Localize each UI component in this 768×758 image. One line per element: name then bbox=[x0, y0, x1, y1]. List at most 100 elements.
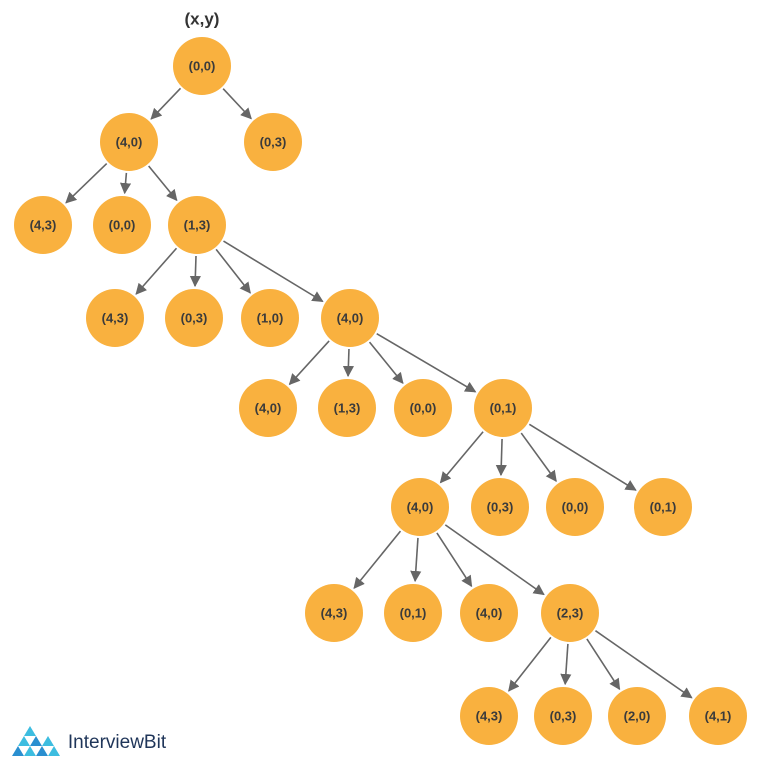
node: (0,3) bbox=[244, 113, 302, 171]
node-label: (0,3) bbox=[487, 499, 514, 514]
node-label: (4,1) bbox=[705, 708, 732, 723]
edge bbox=[148, 165, 178, 202]
edge bbox=[594, 630, 693, 699]
node-circle bbox=[305, 584, 363, 642]
node-label: (4,0) bbox=[255, 400, 282, 415]
node-circle bbox=[394, 379, 452, 437]
node-label: (4,3) bbox=[321, 605, 348, 620]
node-label: (0,1) bbox=[400, 605, 427, 620]
node: (4,0) bbox=[321, 289, 379, 347]
node-circle bbox=[173, 37, 231, 95]
node: (0,3) bbox=[165, 289, 223, 347]
node: (4,0) bbox=[391, 478, 449, 536]
edge bbox=[436, 532, 473, 588]
node-label: (2,0) bbox=[624, 708, 651, 723]
node-circle bbox=[168, 196, 226, 254]
edges bbox=[65, 87, 693, 699]
node: (4,3) bbox=[14, 196, 72, 254]
edge bbox=[368, 341, 404, 385]
edge bbox=[65, 162, 108, 204]
node-label: (4,3) bbox=[102, 310, 129, 325]
node-label: (0,3) bbox=[181, 310, 208, 325]
node: (0,3) bbox=[471, 478, 529, 536]
node: (0,0) bbox=[546, 478, 604, 536]
node-label: (4,0) bbox=[407, 499, 434, 514]
node: (4,0) bbox=[239, 379, 297, 437]
edge bbox=[223, 240, 324, 303]
edge bbox=[288, 340, 330, 386]
node-label: (4,0) bbox=[476, 605, 503, 620]
node: (0,3) bbox=[534, 687, 592, 745]
node-circle bbox=[471, 478, 529, 536]
node-label: (0,0) bbox=[562, 499, 589, 514]
logo-text: InterviewBit bbox=[68, 732, 167, 753]
node-label: (0,3) bbox=[550, 708, 577, 723]
edge bbox=[353, 530, 402, 590]
node-label: (0,3) bbox=[260, 134, 287, 149]
edge bbox=[444, 524, 545, 596]
node: (2,0) bbox=[608, 687, 666, 745]
node: (4,1) bbox=[689, 687, 747, 745]
node-circle bbox=[689, 687, 747, 745]
node-circle bbox=[534, 687, 592, 745]
node-circle bbox=[634, 478, 692, 536]
logo: InterviewBit bbox=[12, 726, 167, 756]
node: (2,3) bbox=[541, 584, 599, 642]
node: (4,0) bbox=[460, 584, 518, 642]
node-circle bbox=[460, 687, 518, 745]
nodes: (0,0) (4,0) (0,3) (4,3) (0,0) (1,3) (4,3) (0,3)… bbox=[14, 37, 747, 745]
node-circle bbox=[165, 289, 223, 347]
node: (1,3) bbox=[318, 379, 376, 437]
node-circle bbox=[474, 379, 532, 437]
node: (0,1) bbox=[384, 584, 442, 642]
node-circle bbox=[384, 584, 442, 642]
edge bbox=[342, 348, 354, 378]
node-label: (0,1) bbox=[650, 499, 677, 514]
node-label: (4,0) bbox=[337, 310, 364, 325]
node: (4,3) bbox=[86, 289, 144, 347]
node-label: (4,3) bbox=[476, 708, 503, 723]
node-label: (1,3) bbox=[184, 217, 211, 232]
node-circle bbox=[391, 478, 449, 536]
node-label: (0,0) bbox=[109, 217, 136, 232]
node-circle bbox=[460, 584, 518, 642]
node-circle bbox=[321, 289, 379, 347]
node-label: (1,0) bbox=[257, 310, 284, 325]
node-label: (4,0) bbox=[116, 134, 143, 149]
edge bbox=[376, 333, 477, 393]
node: (0,0) bbox=[93, 196, 151, 254]
node: (0,1) bbox=[474, 379, 532, 437]
node-circle bbox=[86, 289, 144, 347]
node: (4,3) bbox=[305, 584, 363, 642]
node-circle bbox=[541, 584, 599, 642]
node-label: (4,3) bbox=[30, 217, 57, 232]
node-circle bbox=[244, 113, 302, 171]
edge bbox=[495, 438, 507, 477]
node-circle bbox=[608, 687, 666, 745]
node-circle bbox=[241, 289, 299, 347]
edge bbox=[410, 537, 422, 583]
header-title: (x,y) bbox=[185, 9, 220, 28]
node-circle bbox=[318, 379, 376, 437]
edge bbox=[520, 432, 557, 483]
node: (0,0) bbox=[394, 379, 452, 437]
node-circle bbox=[239, 379, 297, 437]
edge bbox=[222, 88, 252, 120]
node-circle bbox=[100, 113, 158, 171]
edge bbox=[189, 255, 201, 288]
edge bbox=[215, 248, 251, 294]
edge bbox=[135, 247, 178, 295]
logo-icon bbox=[12, 726, 60, 756]
node: (1,0) bbox=[241, 289, 299, 347]
edge bbox=[439, 431, 484, 484]
node-label: (0,1) bbox=[490, 400, 517, 415]
node-label: (2,3) bbox=[557, 605, 584, 620]
node-circle bbox=[546, 478, 604, 536]
node-label: (0,0) bbox=[189, 58, 216, 73]
node-label: (0,0) bbox=[410, 400, 437, 415]
edge bbox=[150, 87, 182, 120]
node: (0,1) bbox=[634, 478, 692, 536]
edge bbox=[560, 643, 572, 686]
